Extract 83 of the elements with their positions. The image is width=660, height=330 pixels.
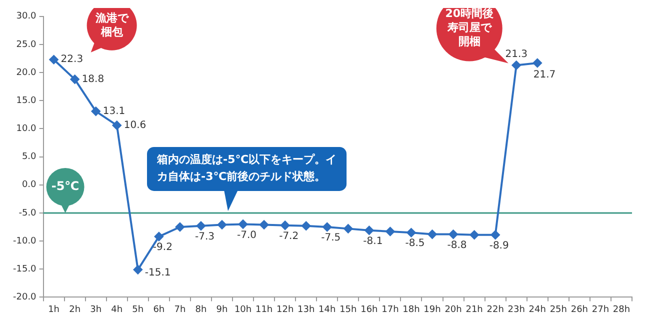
point xyxy=(280,220,290,230)
data-label: -8.5 xyxy=(405,238,425,250)
x-tick-label: 28h xyxy=(612,304,630,315)
x-tick-label: 11h xyxy=(255,304,273,315)
data-label: -7.0 xyxy=(237,230,257,241)
x-tick-label: 25h xyxy=(550,304,567,315)
y-tick-label: -10.0 xyxy=(12,236,37,246)
point xyxy=(490,230,500,240)
data-label: -7.3 xyxy=(194,231,214,242)
point xyxy=(196,221,206,230)
y-tick-label: -5.0 xyxy=(18,208,37,218)
x-tick-label: 18h xyxy=(402,304,420,315)
data-label: 21.3 xyxy=(505,48,528,60)
data-label: -8.9 xyxy=(489,240,509,252)
data-label: -7.5 xyxy=(321,232,341,244)
point xyxy=(133,265,142,274)
data-label: 18.8 xyxy=(82,74,104,85)
x-tick-label: 7h xyxy=(174,304,186,315)
point xyxy=(260,220,269,230)
point xyxy=(364,226,374,235)
point xyxy=(448,230,458,239)
point xyxy=(386,226,395,236)
y-tick-label: -20.0 xyxy=(12,292,37,303)
y-tick-label: 5.0 xyxy=(22,152,37,162)
y-tick-label: 10.0 xyxy=(16,124,37,134)
x-tick-label: 10h xyxy=(234,304,252,315)
y-tick-label: 30.0 xyxy=(16,12,37,22)
data-label: -8.8 xyxy=(447,240,467,251)
point xyxy=(112,120,122,130)
x-tick-label: 12h xyxy=(276,304,294,315)
x-tick-label: 2h xyxy=(69,304,81,315)
point xyxy=(154,232,164,242)
x-tick-label: 9h xyxy=(216,304,228,315)
point xyxy=(344,224,353,234)
x-tick-label: 16h xyxy=(360,304,378,315)
x-tick-label: 19h xyxy=(424,304,441,315)
x-tick-label: 15h xyxy=(340,304,357,315)
point xyxy=(406,228,416,238)
x-tick-label: 1h xyxy=(48,304,60,315)
point xyxy=(238,220,248,229)
x-tick-label: 13h xyxy=(298,304,315,315)
x-tick-label: 6h xyxy=(153,304,165,315)
x-tick-label: 23h xyxy=(508,304,525,315)
point xyxy=(470,230,479,240)
data-label: -9.2 xyxy=(152,242,172,254)
x-tick-label: 5h xyxy=(132,304,144,315)
y-tick-label: -15.0 xyxy=(12,264,37,274)
point xyxy=(91,106,100,116)
data-label: -8.1 xyxy=(363,236,383,247)
x-tick-label: 24h xyxy=(528,304,546,315)
x-tick-label: 21h xyxy=(466,304,483,315)
data-label: 22.3 xyxy=(60,54,84,66)
y-tick-label: 15.0 xyxy=(16,96,37,106)
x-tick-label: 26h xyxy=(570,304,588,315)
x-tick-label: 4h xyxy=(111,304,123,315)
y-tick-label: 20.0 xyxy=(16,68,37,78)
x-tick-label: 20h xyxy=(444,304,462,315)
point xyxy=(428,230,437,239)
annotation: 箱内の温度は-5℃以下をキープ。イカ自体は-3℃前後のチルド状態。 xyxy=(156,152,337,183)
point xyxy=(302,221,311,230)
x-tick-label: 3h xyxy=(90,304,102,315)
y-tick-label: 25.0 xyxy=(16,40,37,50)
data-label: 21.7 xyxy=(533,70,556,81)
annotation: 漁港で梱包 xyxy=(94,11,130,38)
annotation: 20時間後寿司屋で開梱 xyxy=(445,7,494,48)
ref-line-label: -5℃ xyxy=(51,179,80,194)
point xyxy=(175,222,184,232)
point xyxy=(322,222,332,232)
point xyxy=(49,55,58,64)
point xyxy=(512,60,521,70)
point xyxy=(532,58,542,68)
data-label: 10.6 xyxy=(124,120,146,131)
data-label: -15.1 xyxy=(144,267,171,278)
point xyxy=(218,220,227,230)
x-tick-label: 14h xyxy=(318,304,336,315)
data-label: 13.1 xyxy=(102,106,126,117)
x-tick-label: 17h xyxy=(382,304,399,315)
data-label: -7.2 xyxy=(279,230,299,242)
x-tick-label: 8h xyxy=(195,304,207,315)
y-tick-label: 0.0 xyxy=(22,180,37,190)
x-tick-label: 22h xyxy=(486,304,504,315)
point xyxy=(70,74,80,84)
x-tick-label: 27h xyxy=(592,304,610,315)
